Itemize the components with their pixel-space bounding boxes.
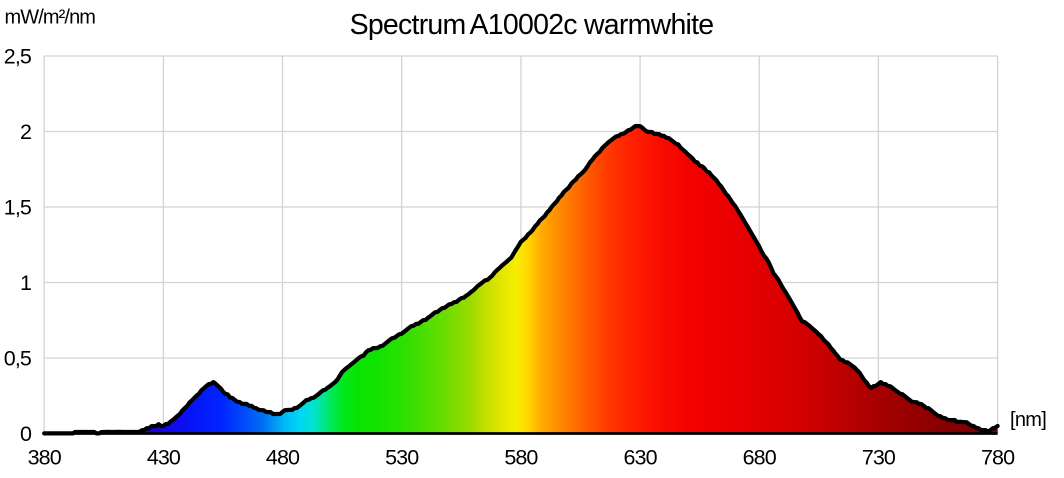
svg-text:680: 680: [743, 446, 777, 470]
svg-text:380: 380: [28, 446, 62, 470]
svg-text:mW/m²/nm: mW/m²/nm: [5, 7, 96, 29]
svg-text:580: 580: [504, 446, 538, 470]
svg-text:730: 730: [862, 446, 896, 470]
svg-text:1,5: 1,5: [4, 196, 32, 220]
svg-text:2,5: 2,5: [4, 45, 32, 69]
svg-text:[nm]: [nm]: [1010, 409, 1046, 431]
svg-text:1: 1: [20, 271, 31, 295]
svg-text:630: 630: [624, 446, 658, 470]
svg-text:480: 480: [266, 446, 300, 470]
svg-text:0,5: 0,5: [4, 347, 32, 371]
svg-text:0: 0: [20, 422, 32, 446]
svg-text:430: 430: [147, 446, 181, 470]
svg-text:780: 780: [981, 446, 1015, 470]
svg-text:530: 530: [385, 446, 419, 470]
svg-text:2: 2: [20, 120, 31, 144]
